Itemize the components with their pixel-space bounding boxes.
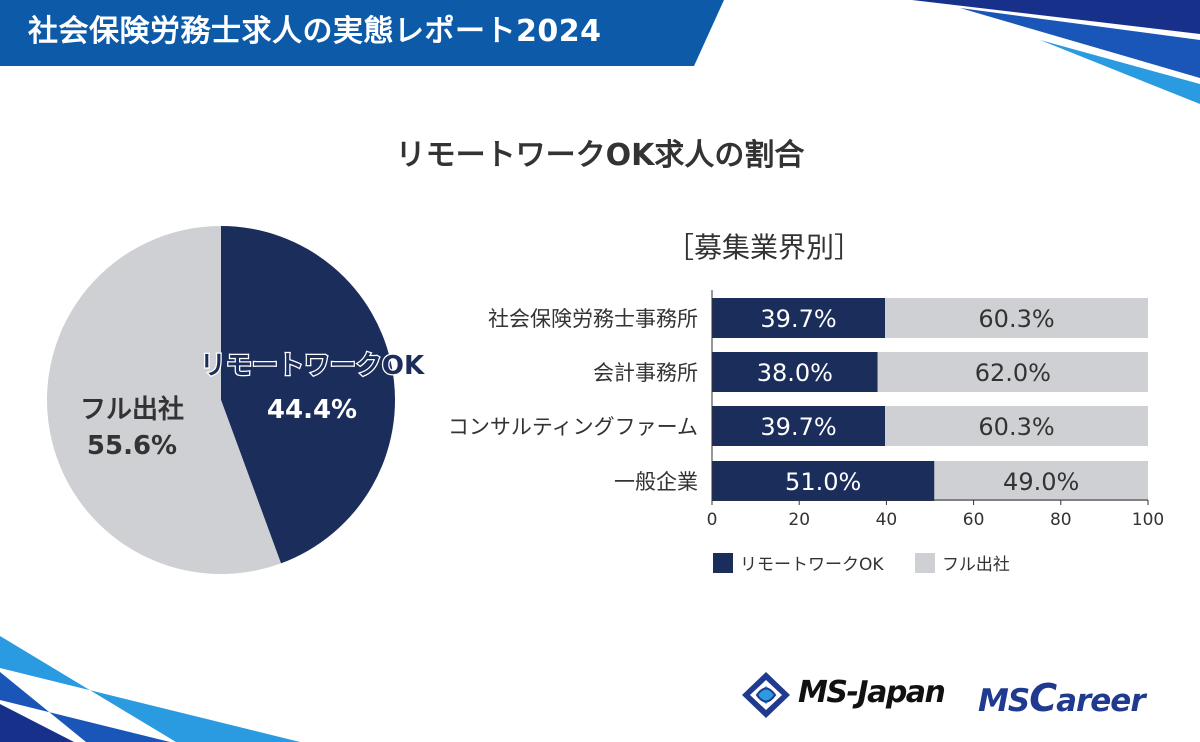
legend-item-office: フル出社	[914, 550, 1010, 575]
pie-value-0: 44.4%	[267, 395, 357, 425]
legend-swatch-office	[914, 552, 935, 573]
x-tick-label-1: 20	[788, 510, 810, 530]
x-tick-label-5: 100	[1132, 510, 1164, 530]
header-band	[0, 0, 724, 66]
mscareer-rest: areer	[1056, 683, 1146, 719]
corner-stripe-top-light	[1040, 40, 1200, 104]
bar-segment-2-0	[712, 406, 886, 446]
legend-item-remote: リモートワークOK	[713, 550, 884, 575]
msjapan-diamond-icon	[742, 672, 790, 718]
x-tick-label-4: 80	[1050, 510, 1072, 530]
bar-segment-2-1	[885, 406, 1148, 446]
pie-label-0-fill: リモートワークOK	[200, 351, 425, 381]
pie-slice-1	[47, 226, 281, 574]
category-label-3: 一般企業	[614, 470, 698, 494]
bar-segment-3-1	[934, 461, 1148, 501]
legend-swatch-remote	[713, 552, 733, 573]
bar-segment-1-1	[877, 352, 1148, 392]
x-tick-label-2: 40	[876, 510, 898, 530]
bar-legend: リモートワークOK フル出社	[713, 550, 1036, 576]
msjapan-logo: MS-Japan	[740, 670, 946, 720]
mscareer-prefix: MS	[978, 683, 1030, 719]
corner-stripe-bottom-light	[0, 636, 300, 742]
legend-label-office: フル出社	[941, 555, 1010, 575]
bar-label-3-1: 49.0%	[1003, 468, 1079, 496]
chart-title: リモートワークOK求人の割合	[395, 138, 805, 173]
pie-slice-0	[221, 226, 396, 564]
bar-segment-3-0	[712, 461, 935, 501]
mscareer-c: C	[1029, 676, 1057, 720]
bar-label-2-1: 60.3%	[978, 413, 1054, 441]
x-tick-label-0: 0	[707, 510, 718, 530]
bar-label-3-0: 51.0%	[785, 468, 861, 496]
pie-label-1: フル出社	[80, 394, 184, 425]
category-label-0: 社会保険労務士事務所	[488, 307, 698, 331]
mscareer-logo: MSCareer	[978, 676, 1146, 720]
bar-label-1-1: 62.0%	[975, 359, 1051, 387]
bar-label-1-0: 38.0%	[757, 359, 833, 387]
pie-value-1: 55.6%	[87, 431, 177, 461]
legend-label-remote: リモートワークOK	[740, 555, 884, 575]
bar-segment-1-0	[712, 352, 878, 392]
bar-label-0-0: 39.7%	[760, 305, 836, 333]
corner-stripe-top-dark	[912, 0, 1200, 34]
report-title: 社会保険労務士求人の実態レポート2024	[28, 14, 602, 49]
bar-chart-subtitle: ［募集業界別］	[666, 231, 863, 264]
x-tick-label-3: 60	[963, 510, 985, 530]
bar-label-0-1: 60.3%	[978, 305, 1054, 333]
bar-label-2-0: 39.7%	[760, 413, 836, 441]
category-label-1: 会計事務所	[593, 361, 698, 385]
corner-stripe-top-mid	[960, 8, 1200, 78]
bar-segment-0-0	[712, 298, 886, 338]
pie-label-0: リモートワークOK	[200, 351, 425, 381]
category-label-2: コンサルティングファーム	[448, 415, 698, 439]
msjapan-wordmark: MS-Japan	[798, 675, 946, 710]
bar-segment-0-1	[885, 298, 1148, 338]
corner-stripe-bottom-dark	[0, 704, 74, 742]
corner-stripe-bottom-mid	[0, 672, 170, 742]
